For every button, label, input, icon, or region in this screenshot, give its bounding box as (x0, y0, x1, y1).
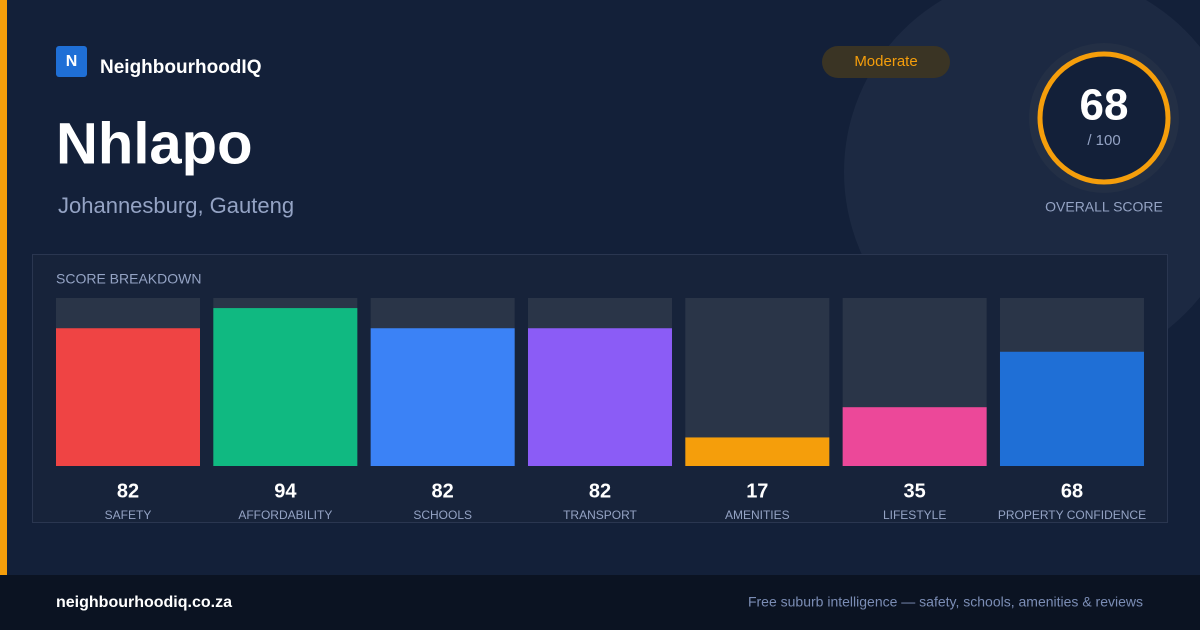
brand-name: NeighbourhoodIQ (100, 57, 261, 78)
bar (527, 328, 672, 466)
logo-letter: N (66, 53, 78, 70)
value-label: 94 (274, 480, 297, 502)
score-ring (1037, 51, 1171, 185)
bar (370, 328, 515, 466)
overall-score: 68 (1080, 81, 1129, 130)
bar (999, 351, 1144, 466)
suburb-title: Nhlapo (56, 111, 253, 176)
footer-site: neighbourhoodiq.co.za (56, 594, 232, 611)
category-label: LIFESTYLE (883, 508, 946, 522)
logo (56, 46, 87, 77)
footer-tagline: Free suburb intelligence — safety, schoo… (748, 594, 1143, 610)
bar (842, 407, 987, 466)
badge (822, 46, 950, 78)
breakdown-title: SCORE BREAKDOWN (56, 271, 201, 287)
value-label: 82 (589, 480, 611, 502)
category-label: SAFETY (105, 508, 152, 522)
bar (685, 437, 830, 466)
badge-text: Moderate (854, 53, 917, 70)
value-label: 68 (1061, 480, 1083, 502)
overall-label: OVERALL SCORE (1045, 199, 1163, 215)
bar (56, 328, 200, 466)
category-label: AFFORDABILITY (238, 508, 332, 522)
suburb-location: Johannesburg, Gauteng (58, 193, 294, 218)
category-label: TRANSPORT (563, 508, 637, 522)
footer (0, 575, 1200, 630)
accent-stripe (0, 0, 7, 575)
category-label: PROPERTY CONFIDENCE (998, 508, 1146, 522)
value-label: 82 (117, 480, 139, 502)
category-label: AMENITIES (725, 508, 790, 522)
value-label: 35 (904, 480, 926, 502)
category-label: SCHOOLS (413, 508, 472, 522)
value-label: 17 (746, 480, 768, 502)
bar (213, 308, 358, 466)
overall-max: / 100 (1087, 132, 1120, 149)
value-label: 82 (432, 480, 454, 502)
